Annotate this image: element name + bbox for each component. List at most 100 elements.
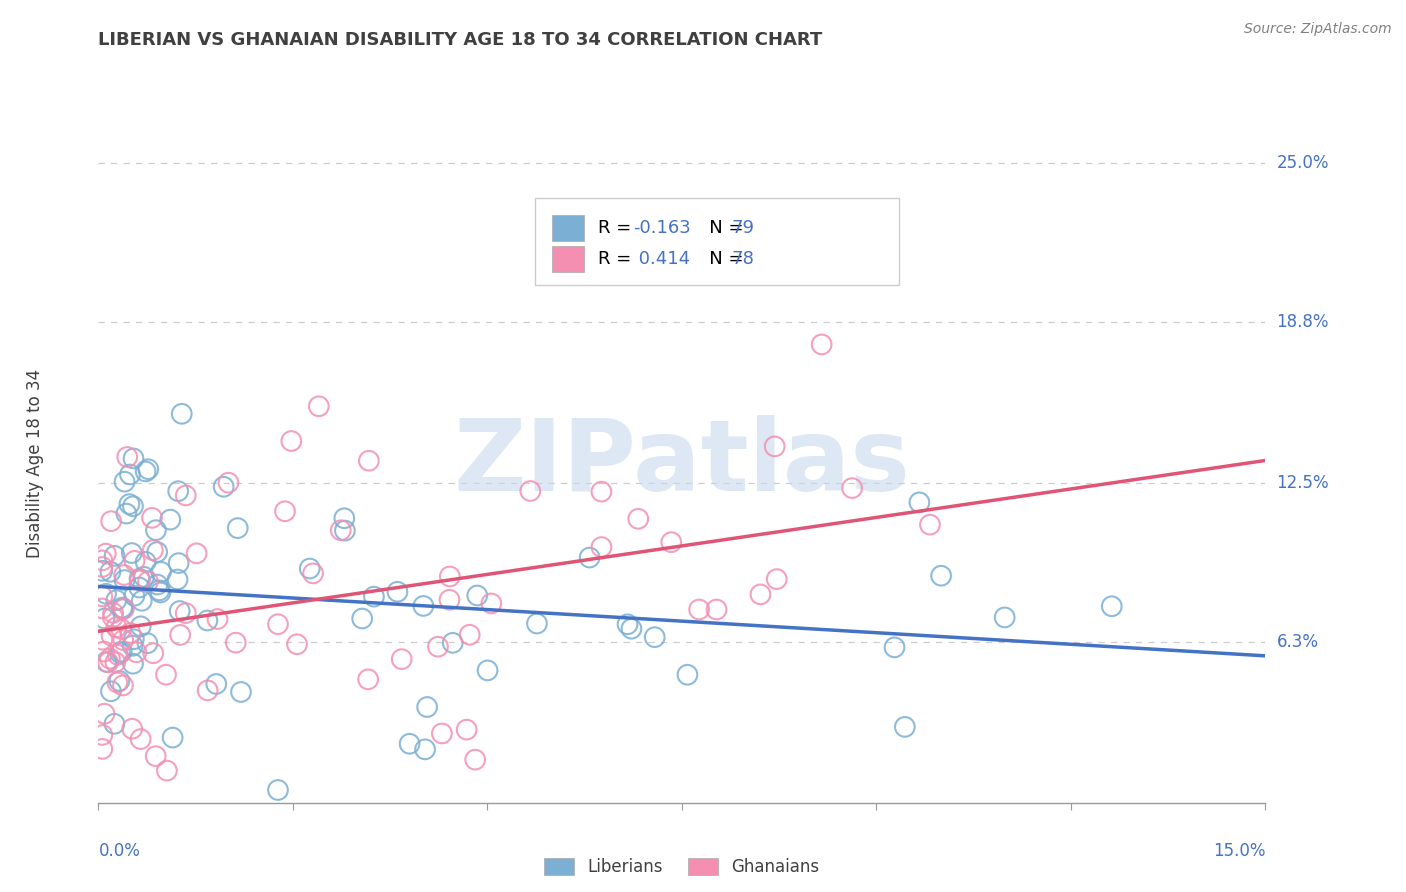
Point xyxy=(426,640,449,654)
Point xyxy=(100,684,122,698)
Point xyxy=(118,497,141,511)
Point xyxy=(391,652,413,666)
Point xyxy=(267,617,290,632)
Point xyxy=(131,594,153,608)
Point xyxy=(174,606,197,620)
Point xyxy=(765,572,787,586)
Point xyxy=(129,732,152,747)
Point xyxy=(456,723,478,737)
Point xyxy=(142,543,165,558)
Point xyxy=(591,484,613,499)
Text: 6.3%: 6.3% xyxy=(1277,632,1319,650)
Point xyxy=(994,610,1017,624)
Point xyxy=(91,728,114,742)
Point xyxy=(267,783,290,797)
Point xyxy=(477,664,499,678)
Point xyxy=(112,568,135,582)
Point xyxy=(121,722,143,736)
Point xyxy=(149,585,172,599)
Text: 79: 79 xyxy=(731,219,755,236)
Point xyxy=(439,592,461,607)
Point xyxy=(464,753,486,767)
Point xyxy=(166,573,188,587)
Point xyxy=(148,583,170,598)
Point xyxy=(155,667,177,681)
Point xyxy=(519,483,541,498)
Point xyxy=(121,639,143,653)
Point xyxy=(195,614,218,628)
Point xyxy=(97,656,120,670)
Point xyxy=(135,465,157,479)
Point xyxy=(124,589,146,603)
Point xyxy=(578,550,600,565)
Point xyxy=(91,742,114,756)
Point xyxy=(167,484,190,499)
Point xyxy=(749,587,772,601)
Point xyxy=(526,616,548,631)
Point xyxy=(125,645,148,659)
Point xyxy=(111,678,134,692)
Point xyxy=(114,475,136,489)
Text: N =: N = xyxy=(692,219,749,236)
Point xyxy=(430,726,453,740)
Point xyxy=(101,606,124,620)
Point xyxy=(929,568,952,582)
Point xyxy=(274,504,297,518)
Point xyxy=(167,556,190,570)
Point xyxy=(416,700,439,714)
Point xyxy=(111,645,134,659)
Point xyxy=(105,675,128,690)
Point xyxy=(105,620,128,634)
Text: 78: 78 xyxy=(731,250,755,268)
Text: 25.0%: 25.0% xyxy=(1277,154,1329,172)
Point xyxy=(298,561,321,575)
Point xyxy=(103,716,125,731)
Point xyxy=(1101,599,1123,614)
Point xyxy=(333,524,356,538)
Point xyxy=(479,597,502,611)
Text: ZIPatlas: ZIPatlas xyxy=(454,416,910,512)
Point xyxy=(93,706,115,721)
Point xyxy=(197,683,219,698)
Point xyxy=(145,523,167,537)
Point xyxy=(465,589,488,603)
Point xyxy=(212,480,235,494)
Text: 15.0%: 15.0% xyxy=(1213,842,1265,860)
Text: R =: R = xyxy=(598,219,637,236)
Point xyxy=(170,407,193,421)
Point xyxy=(159,513,181,527)
Point xyxy=(207,612,229,626)
Point xyxy=(128,581,150,595)
Text: -0.163: -0.163 xyxy=(633,219,690,236)
Point xyxy=(103,549,125,563)
Point xyxy=(94,587,117,601)
Point xyxy=(101,610,124,624)
Point xyxy=(91,590,114,604)
Point xyxy=(112,633,135,648)
Point xyxy=(217,475,239,490)
Point xyxy=(169,604,191,618)
Point xyxy=(146,577,169,591)
Point xyxy=(100,565,122,579)
Point xyxy=(105,593,128,607)
Point xyxy=(225,635,247,649)
Text: 0.0%: 0.0% xyxy=(98,842,141,860)
Point xyxy=(280,434,302,448)
Point xyxy=(352,611,374,625)
Text: R =: R = xyxy=(598,250,637,268)
Point xyxy=(174,488,197,502)
Point xyxy=(412,599,434,613)
Text: LIBERIAN VS GHANAIAN DISABILITY AGE 18 TO 34 CORRELATION CHART: LIBERIAN VS GHANAIAN DISABILITY AGE 18 T… xyxy=(98,31,823,49)
Point xyxy=(108,673,131,688)
Point xyxy=(162,731,184,745)
Point xyxy=(91,601,114,615)
Point xyxy=(908,495,931,509)
Point xyxy=(398,737,420,751)
Point xyxy=(122,451,145,466)
Point xyxy=(659,535,682,549)
Point xyxy=(100,629,122,643)
Point xyxy=(121,546,143,560)
Point xyxy=(115,450,138,464)
Point xyxy=(357,454,380,468)
Point xyxy=(112,601,135,615)
